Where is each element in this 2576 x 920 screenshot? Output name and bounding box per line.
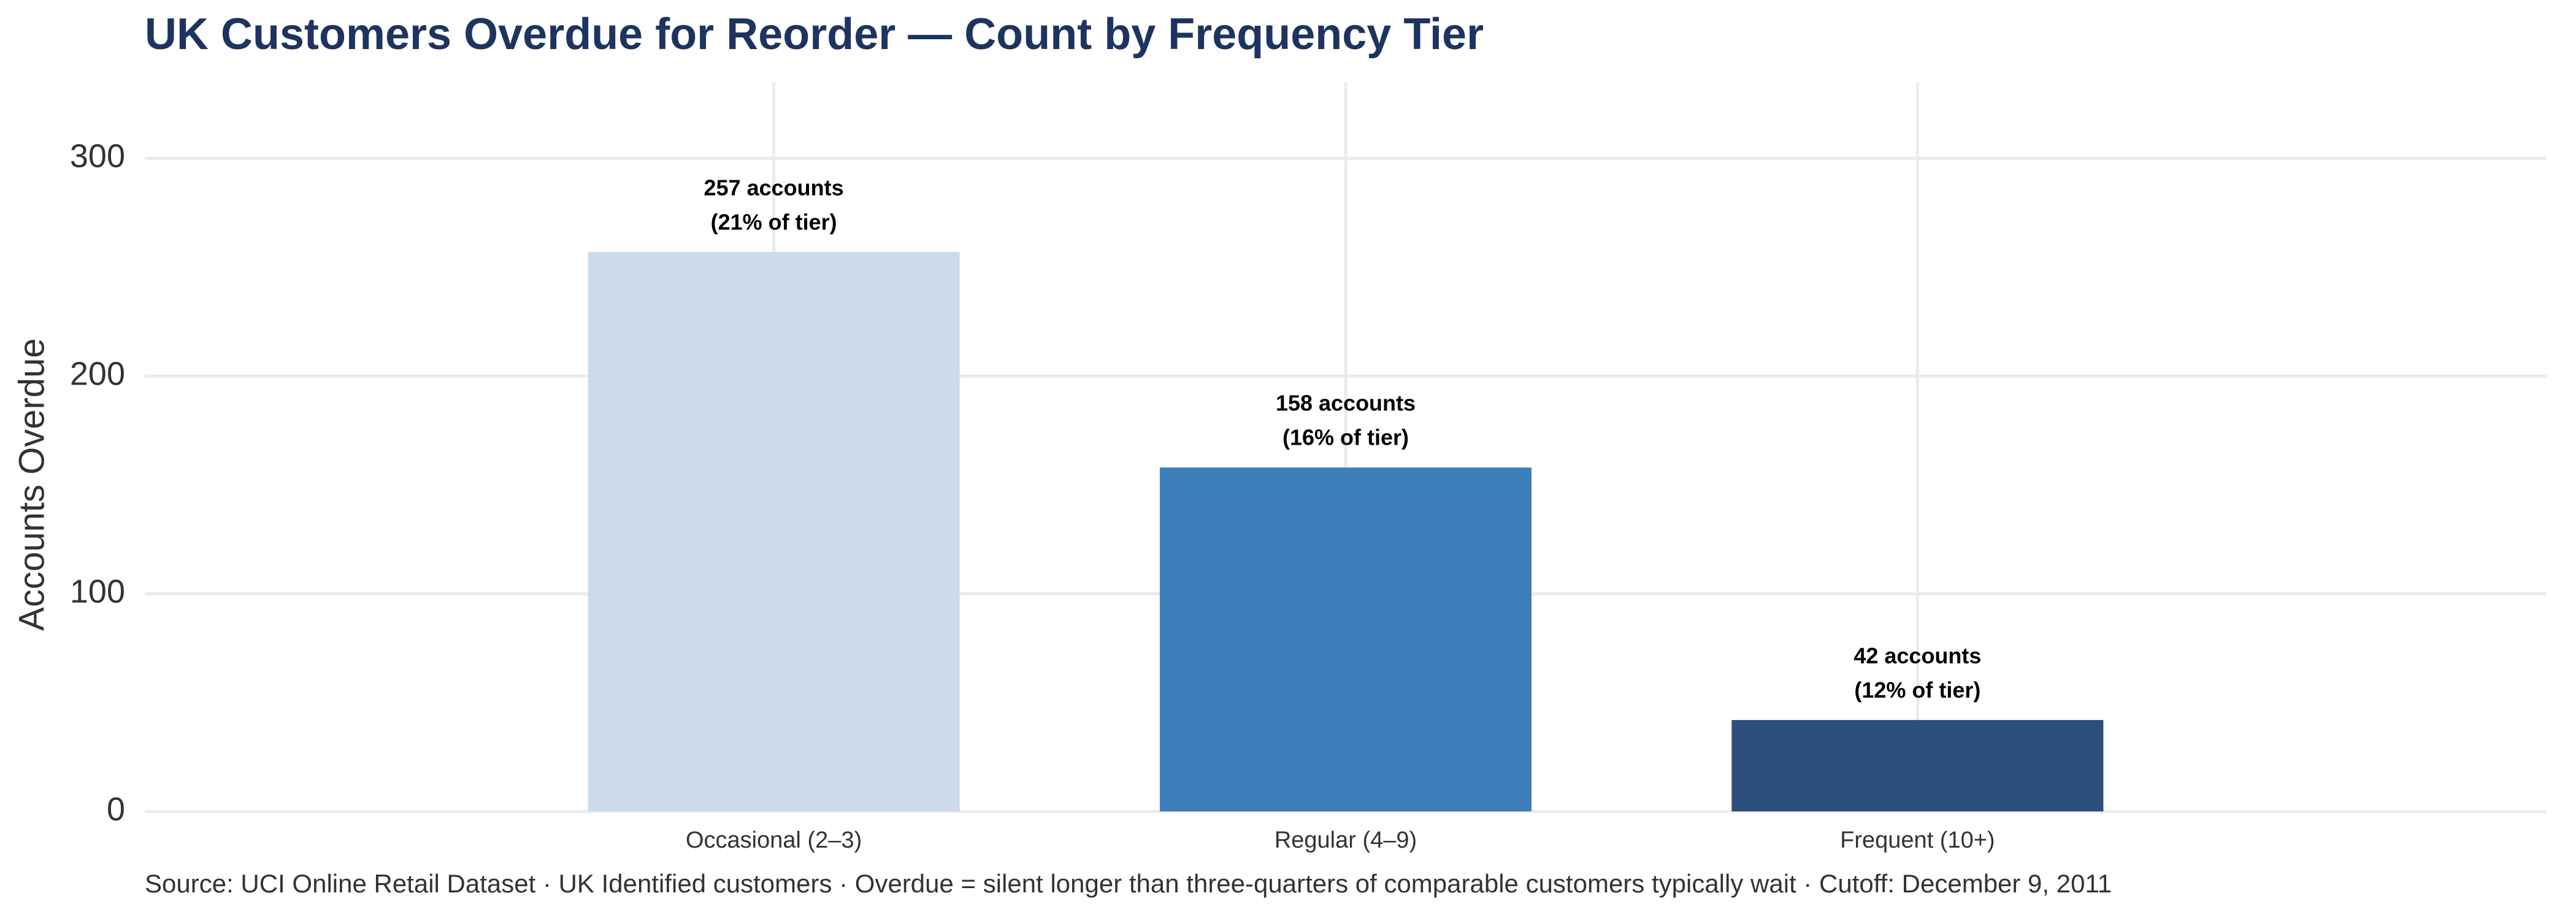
share-label: (12% of tier) bbox=[1854, 677, 1980, 702]
share-label: (21% of tier) bbox=[711, 209, 837, 234]
y-axis-title: Accounts Overdue bbox=[12, 338, 52, 631]
chart-title: UK Customers Overdue for Reorder — Count… bbox=[145, 10, 1484, 59]
value-label: 158 accounts bbox=[1276, 391, 1416, 416]
value-label: 257 accounts bbox=[704, 175, 844, 200]
bar bbox=[1731, 719, 2104, 811]
bar bbox=[588, 251, 960, 811]
bar bbox=[1159, 467, 1532, 811]
caption: Source: UCI Online Retail Dataset · UK I… bbox=[145, 869, 2112, 898]
x-tick-label: Regular (4–9) bbox=[1275, 827, 1417, 853]
share-label: (16% of tier) bbox=[1282, 425, 1409, 450]
y-tick-label: 100 bbox=[70, 573, 125, 610]
x-tick-label: Frequent (10+) bbox=[1840, 827, 1995, 853]
y-tick-label: 300 bbox=[70, 137, 125, 174]
y-tick-label: 200 bbox=[70, 355, 125, 392]
value-label: 42 accounts bbox=[1853, 643, 1981, 668]
x-tick-label: Occasional (2–3) bbox=[686, 827, 862, 853]
y-tick-label: 0 bbox=[107, 791, 125, 827]
